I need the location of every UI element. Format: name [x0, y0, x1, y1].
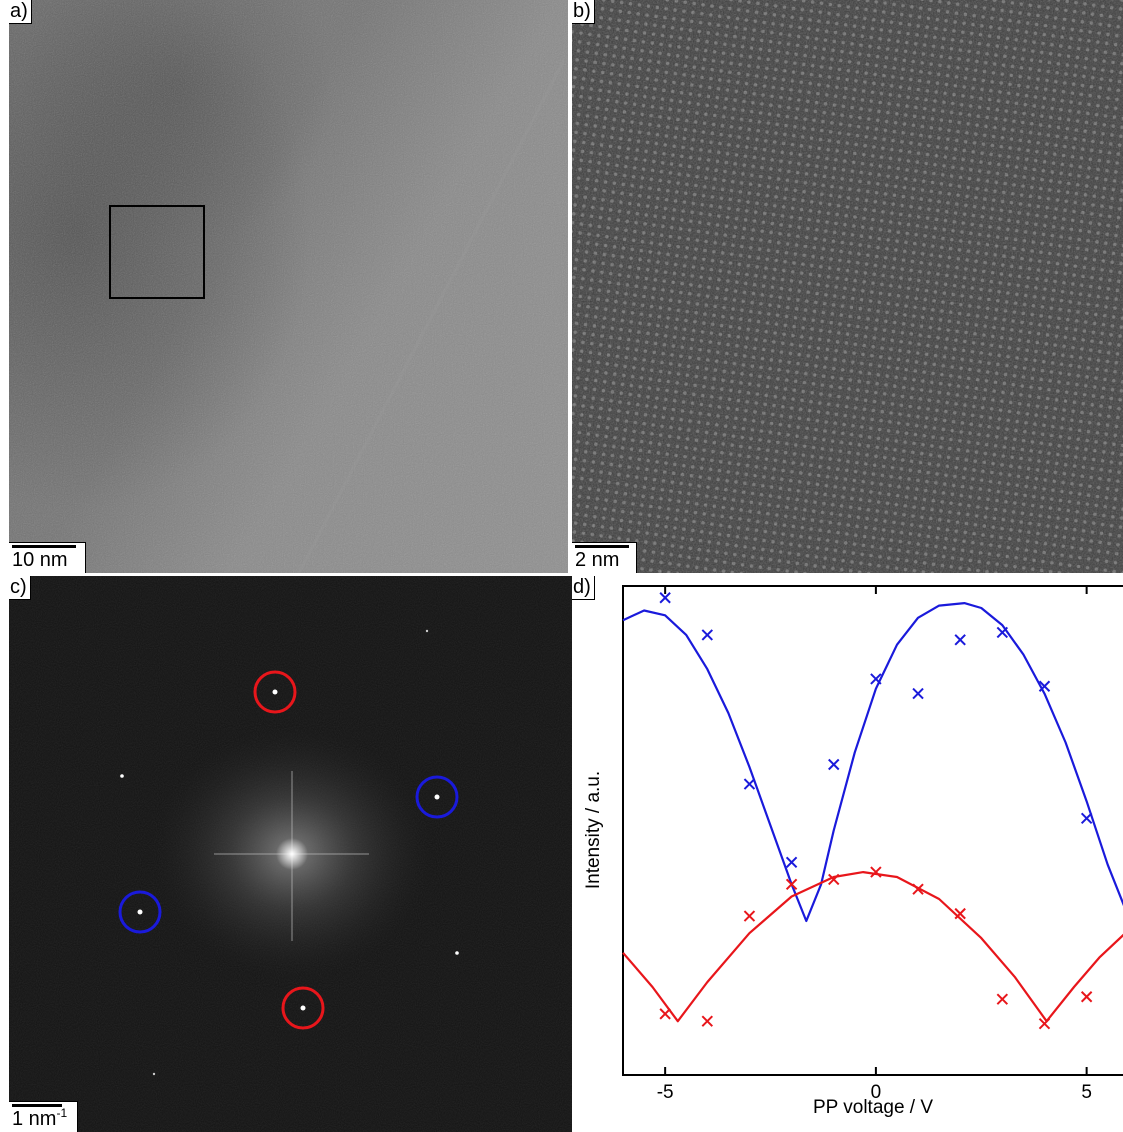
scale-bar-label-c: 1 nm-1	[12, 1106, 68, 1130]
x-ticks: -5 0 5	[657, 586, 1092, 1103]
data-point-marker	[659, 592, 671, 604]
data-points	[659, 592, 1093, 1030]
data-point-marker	[996, 993, 1009, 1005]
y-axis-label: Intensity / a.u.	[583, 771, 604, 889]
panel-label-d: d)	[572, 576, 595, 600]
scale-bar-line-a	[12, 545, 76, 548]
data-point-marker	[1038, 680, 1051, 692]
data-point-marker	[701, 629, 714, 641]
data-point-marker	[659, 1008, 671, 1020]
intensity-chart: -5 0 5 PP voltage / V Intensity / a.u.	[583, 585, 1123, 1118]
fit-curves	[622, 602, 1123, 1023]
panel-label-b: b)	[572, 0, 595, 24]
data-point-marker	[912, 687, 924, 700]
x-axis-label: PP voltage / V	[813, 1097, 933, 1118]
data-point-marker	[743, 778, 756, 790]
panel-label-c: c)	[9, 576, 31, 600]
scale-bar-line-c	[12, 1104, 62, 1107]
data-point-marker	[1080, 812, 1093, 824]
x-tick-label: -5	[657, 1082, 674, 1103]
lattice-overlay-b	[572, 0, 1123, 573]
selection-box	[109, 205, 205, 299]
scale-bar-c: 1 nm-1	[9, 1101, 78, 1132]
scale-bar-text-c: 1 nm	[12, 1108, 57, 1130]
data-point-marker	[743, 910, 756, 922]
data-point-marker	[996, 626, 1009, 639]
red-spot-marker-top	[253, 670, 297, 714]
plot-frame	[622, 585, 1123, 1076]
panel-label-a: a)	[9, 0, 32, 24]
scale-bar-a: 10 nm	[9, 542, 86, 573]
data-point-marker	[870, 673, 882, 685]
data-point-marker	[954, 907, 966, 920]
data-point-marker	[1038, 1017, 1051, 1030]
data-point-marker	[701, 1015, 714, 1027]
red-spot-marker-bottom	[281, 986, 325, 1030]
scale-bar-label-a: 10 nm	[12, 549, 68, 571]
data-point-marker	[1080, 991, 1093, 1003]
fft-center-spot	[276, 838, 308, 870]
fit-curve-0	[622, 602, 1123, 923]
blue-spot-marker-left	[118, 890, 162, 934]
data-point-marker	[912, 883, 924, 895]
data-point-marker	[785, 856, 798, 868]
fit-curve-1	[622, 871, 1123, 1023]
scale-bar-b: 2 nm	[572, 542, 637, 573]
data-point-marker	[870, 866, 882, 878]
blue-spot-marker-right	[415, 775, 459, 819]
data-point-marker	[828, 758, 840, 771]
scale-bar-line-b	[575, 545, 629, 548]
scale-bar-exp-c: -1	[56, 1106, 68, 1120]
noise-overlay-a	[9, 0, 568, 573]
x-tick-label: 5	[1081, 1082, 1092, 1103]
panel-d-chart: -5 0 5 PP voltage / V Intensity / a.u. d)	[572, 576, 1123, 1132]
x-tick-label: 0	[871, 1082, 882, 1103]
panel-a-tem-image: a) 10 nm	[9, 0, 568, 573]
panel-c-fft-image: c) 1 nm-1	[9, 576, 574, 1132]
data-point-marker	[785, 878, 798, 890]
scale-bar-label-b: 2 nm	[575, 549, 620, 571]
panel-b-hrtem-image: b) 2 nm	[572, 0, 1123, 573]
data-point-marker	[954, 634, 966, 646]
data-point-marker	[828, 873, 840, 886]
fft-overlay-c	[9, 576, 574, 1132]
